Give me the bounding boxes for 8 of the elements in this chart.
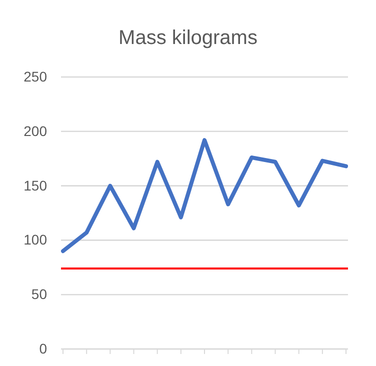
y-tick-label: 200 — [24, 122, 48, 139]
y-tick-label: 0 — [39, 340, 48, 356]
y-tick-label: 150 — [24, 177, 48, 194]
y-tick-label: 50 — [31, 286, 48, 302]
line-series — [61, 138, 348, 254]
y-tick-label: 100 — [24, 232, 48, 248]
y-tick-label: 250 — [24, 68, 48, 84]
chart-title: Mass kilograms — [118, 27, 258, 49]
